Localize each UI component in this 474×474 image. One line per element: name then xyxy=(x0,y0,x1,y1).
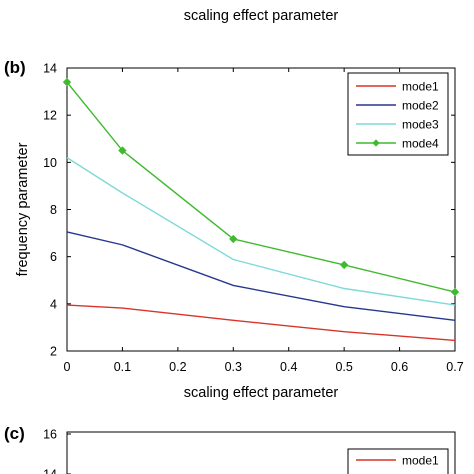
legend-label-mode2: mode2 xyxy=(402,99,439,113)
series-line-mode3 xyxy=(66,157,456,306)
x-tick-label: 0.3 xyxy=(225,360,242,374)
data-point-mode4 xyxy=(229,234,238,244)
legend-b: mode1 mode2 mode3 mode4 xyxy=(347,72,449,156)
data-point-mode4 xyxy=(62,77,72,87)
data-point-mode4 xyxy=(118,146,127,155)
top-axis-label: scaling effect parameter xyxy=(184,8,339,24)
legend-c: mode1 xyxy=(347,448,449,474)
legend-label-mode3: mode3 xyxy=(402,118,439,132)
y-axis-label: frequency parameter xyxy=(15,142,31,276)
y-tick-label: 8 xyxy=(50,203,57,217)
legend-box-c xyxy=(347,448,449,474)
y-tick-label: 12 xyxy=(43,109,57,123)
chart-b: (b) 0 0.1 0.2 0.3 0.4 0.5 0.6 0.7 2 4 6 8 10 12 14 sca… xyxy=(4,58,464,401)
data-point-mode4 xyxy=(339,260,349,270)
legend-label-c-mode1: mode1 xyxy=(402,454,439,468)
legend-label-mode4: mode4 xyxy=(402,137,439,151)
x-tick-label: 0.4 xyxy=(280,360,297,374)
chart-c: (c) 14 16 mode1 xyxy=(4,424,456,474)
series-line-mode2 xyxy=(66,231,456,322)
c-y-tick-label: 16 xyxy=(43,428,57,442)
panel-label-b: (b) xyxy=(4,58,26,77)
x-tick-label: 0.6 xyxy=(391,360,408,374)
y-tick-label: 2 xyxy=(50,345,57,359)
y-tick-label: 6 xyxy=(50,250,57,264)
c-y-tick-label: 14 xyxy=(43,468,57,474)
data-point-mode4 xyxy=(450,287,460,297)
legend-label-mode1: mode1 xyxy=(402,80,439,94)
x-tick-label: 0.7 xyxy=(446,360,463,374)
x-tick-label: 0.1 xyxy=(114,360,131,374)
x-tick-label: 0 xyxy=(64,360,71,374)
y-tick-label: 10 xyxy=(43,156,57,170)
y-tick-label: 14 xyxy=(43,62,57,76)
panel-label-c: (c) xyxy=(4,424,25,443)
y-tick-label: 4 xyxy=(50,297,57,311)
x-axis-label: scaling effect parameter xyxy=(184,385,339,401)
legend-marker-mode4 xyxy=(372,139,380,147)
plot-frame-c xyxy=(66,431,456,474)
x-tick-label: 0.5 xyxy=(335,360,352,374)
series-line-mode1 xyxy=(66,304,456,342)
x-tick-label: 0.2 xyxy=(169,360,186,374)
